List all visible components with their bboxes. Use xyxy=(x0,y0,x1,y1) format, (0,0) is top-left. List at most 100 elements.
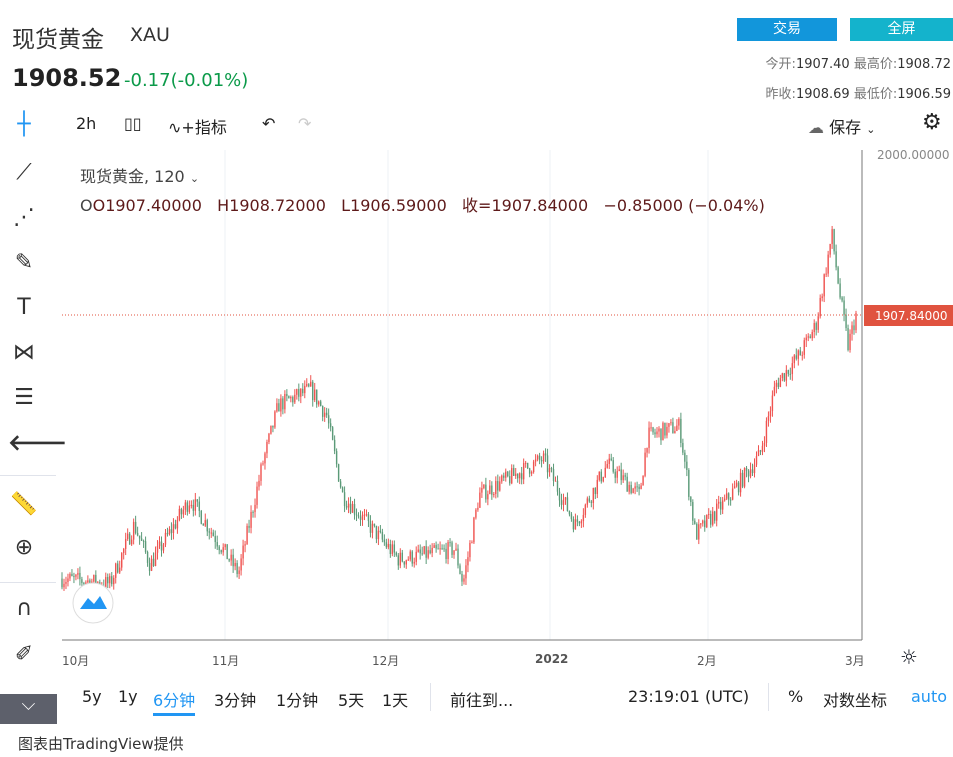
redo-icon[interactable]: ↷ xyxy=(298,114,312,133)
candle-body xyxy=(795,355,798,359)
zoom-in-icon[interactable]: ⊕ xyxy=(14,535,34,560)
candle-body xyxy=(73,576,75,578)
price-chart[interactable]: 1907.84000 2000.00000 xyxy=(0,0,953,680)
candle-body xyxy=(63,583,65,588)
save-button[interactable]: ☁ 保存 ⌄ xyxy=(808,114,875,138)
cloud-icon: ☁ xyxy=(808,118,824,137)
log-scale-toggle[interactable]: 对数坐标 xyxy=(823,691,888,710)
candle-body xyxy=(771,395,774,412)
candle-body xyxy=(314,389,316,401)
divider xyxy=(430,683,431,711)
candlestick-icon[interactable]: ▯▯ xyxy=(124,114,142,133)
candle-body xyxy=(107,577,109,584)
ruler-icon[interactable]: 📏 xyxy=(10,492,38,517)
magnet-icon[interactable]: ∩ xyxy=(15,596,33,621)
candle-body xyxy=(847,328,849,351)
candle-body xyxy=(622,475,624,481)
candle-body xyxy=(578,521,581,524)
candle-body xyxy=(612,460,614,472)
candle-body xyxy=(522,463,525,480)
candle-body xyxy=(552,469,555,482)
range-1y[interactable]: 1y xyxy=(118,687,138,706)
fullscreen-button[interactable]: 全屏 xyxy=(850,18,953,41)
candle-body xyxy=(650,427,652,429)
candle-body xyxy=(550,468,553,470)
candle-body xyxy=(469,542,471,558)
candle-body xyxy=(431,547,433,554)
candle-body xyxy=(538,455,541,461)
candle-body xyxy=(757,450,760,457)
candle-body xyxy=(353,504,356,515)
candle-body xyxy=(485,484,487,500)
pattern-icon[interactable]: ⋈ xyxy=(13,340,35,365)
collapse-icon[interactable]: ⌵ xyxy=(0,694,57,724)
timezone-settings-icon[interactable]: ☼ xyxy=(900,645,918,669)
range-3min[interactable]: 3分钟 xyxy=(214,691,257,710)
candle-body xyxy=(584,504,587,515)
candle-body xyxy=(113,577,115,585)
brush-icon[interactable]: ✎ xyxy=(14,250,34,275)
candle-body xyxy=(413,561,415,564)
candle-body xyxy=(318,401,320,405)
range-5d[interactable]: 5天 xyxy=(338,691,365,710)
candle-body xyxy=(491,485,493,495)
prediction-icon[interactable]: ☰ xyxy=(14,385,34,410)
goto-date-button[interactable]: 前往到... xyxy=(450,691,514,710)
settings-icon[interactable]: ⚙ xyxy=(922,110,942,135)
candle-body xyxy=(638,486,640,490)
candle-body xyxy=(528,468,531,474)
candle-body xyxy=(333,439,336,452)
indicators-button[interactable]: ∿+指标 xyxy=(168,114,227,138)
candle-body xyxy=(604,467,606,477)
lock-drawings-icon[interactable]: ✐ xyxy=(14,642,34,667)
candle-body xyxy=(708,514,710,516)
candle-body xyxy=(71,573,73,577)
candle-body xyxy=(138,535,141,539)
candle-body xyxy=(81,579,83,583)
clock[interactable]: 23:19:01 (UTC) xyxy=(628,687,750,706)
candle-body xyxy=(789,373,792,375)
candle-body xyxy=(769,411,772,417)
candle-body xyxy=(668,423,670,427)
candle-body xyxy=(288,396,290,399)
fib-tool-icon[interactable]: ⋰ xyxy=(13,205,35,230)
undo-icon[interactable]: ↶ xyxy=(262,114,276,133)
range-6min[interactable]: 6分钟 xyxy=(153,687,196,716)
percent-toggle[interactable]: % xyxy=(788,687,804,706)
auto-scale-toggle[interactable]: auto xyxy=(911,687,948,706)
candle-body xyxy=(204,520,206,526)
range-1d[interactable]: 1天 xyxy=(382,691,409,710)
trade-button[interactable]: 交易 xyxy=(737,18,837,41)
open: O1907.40000 xyxy=(92,196,202,215)
range-1min[interactable]: 1分钟 xyxy=(276,691,319,710)
candle-body xyxy=(785,370,788,381)
last-price-label: 1907.84000 xyxy=(875,309,948,323)
candle-body xyxy=(801,354,803,356)
candle-body xyxy=(415,551,417,562)
candle-body xyxy=(735,482,738,487)
close: 收=1907.84000 xyxy=(462,196,589,215)
candle-body xyxy=(829,243,831,255)
candle-body xyxy=(300,388,302,397)
candle-body xyxy=(513,468,515,476)
candle-body xyxy=(467,557,469,566)
candle-body xyxy=(447,542,449,560)
candle-body xyxy=(449,542,451,544)
candle-body xyxy=(126,533,129,539)
candle-body xyxy=(630,484,632,494)
candle-body xyxy=(503,475,505,478)
candle-body xyxy=(158,541,161,547)
text-tool-icon[interactable]: T xyxy=(17,295,31,320)
range-5y[interactable]: 5y xyxy=(82,687,102,706)
legend-title[interactable]: 现货黄金, 120 ⌄ xyxy=(80,163,199,187)
interval-button[interactable]: 2h xyxy=(76,114,97,133)
candle-body xyxy=(660,428,662,441)
trendline-icon[interactable]: ⟋ xyxy=(16,160,32,185)
crosshair-icon[interactable]: ┼ xyxy=(17,112,31,137)
candle-body xyxy=(841,297,843,301)
candle-body xyxy=(843,300,845,315)
price-tick: 2000.00000 xyxy=(877,148,950,162)
candle-body xyxy=(763,442,766,446)
candle-body xyxy=(119,567,121,573)
candle-body xyxy=(369,521,372,533)
